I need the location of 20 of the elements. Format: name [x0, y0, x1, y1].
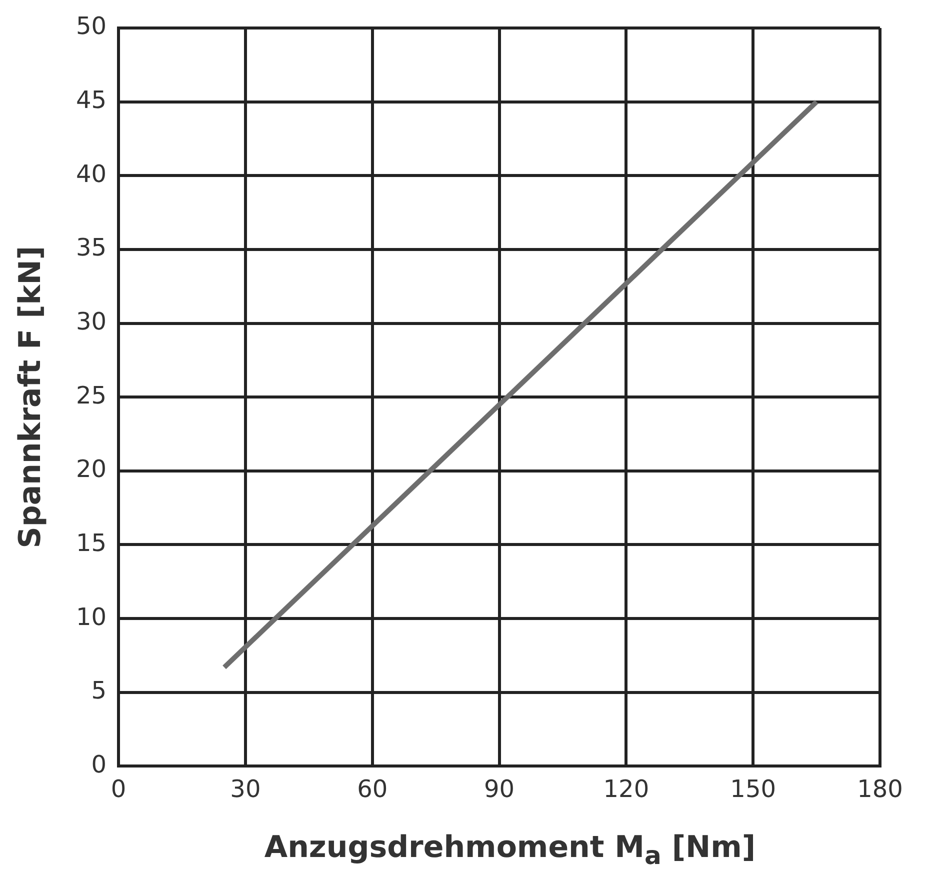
y-tick-label: 40 [76, 160, 107, 188]
x-tick-label: 90 [484, 774, 515, 803]
y-tick-label: 20 [76, 455, 107, 484]
y-tick-label: 45 [76, 86, 107, 114]
x-tick-label: 0 [110, 774, 126, 803]
y-tick-label: 0 [91, 750, 107, 778]
y-tick-label: 30 [76, 308, 107, 336]
x-tick-label: 180 [857, 774, 903, 803]
x-tick-label: 150 [730, 774, 776, 803]
y-tick-label: 10 [76, 602, 107, 631]
x-tick-label: 30 [230, 774, 261, 803]
y-tick-label: 5 [91, 676, 107, 705]
y-tick-label: 15 [76, 528, 107, 557]
y-axis-title: Spannkraft F [kN] [12, 246, 48, 548]
x-tick-label: 120 [603, 774, 650, 803]
y-tick-label: 35 [76, 234, 107, 262]
y-tick-label: 50 [76, 12, 107, 40]
x-axis-title: Anzugsdrehmoment M$_{a}$ [Nm] [263, 830, 757, 870]
x-tick-label: 60 [357, 774, 388, 803]
y-tick-label: 25 [76, 381, 107, 410]
